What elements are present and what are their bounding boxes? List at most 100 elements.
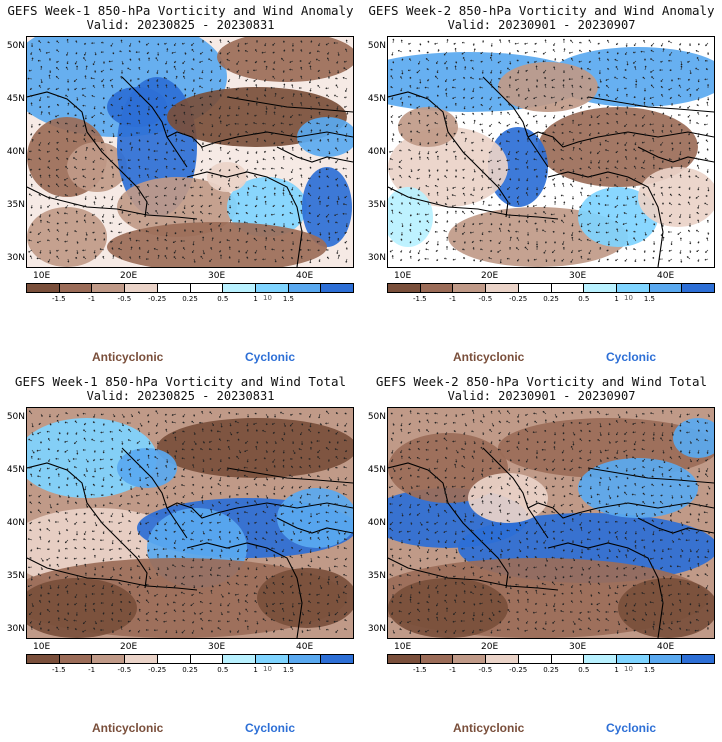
vorticity-region <box>468 473 548 523</box>
colorbar-tick-label: -0.5 <box>478 666 493 674</box>
vorticity-region <box>107 87 167 127</box>
lon-label: 30E <box>208 642 226 652</box>
colorbar-tick-label: -0.5 <box>117 295 132 303</box>
lon-label: 20E <box>120 271 138 281</box>
coastline <box>226 467 353 484</box>
vorticity-region <box>117 448 177 488</box>
map-panel-3: GEFS Week-1 850-hPa Vorticity and Wind T… <box>0 371 361 742</box>
map-panel-4: GEFS Week-2 850-hPa Vorticity and Wind T… <box>361 371 722 742</box>
panel-title: GEFS Week-1 850-hPa Vorticity and Wind T… <box>14 374 347 389</box>
lon-label: 30E <box>208 271 226 281</box>
colorbar-swatch <box>682 655 715 663</box>
colorbar-swatch <box>321 284 354 292</box>
vorticity-region <box>498 62 598 112</box>
colorbar <box>387 283 715 293</box>
coastline <box>276 146 353 163</box>
colorbar-tick-label: -0.25 <box>509 295 528 303</box>
colorbar-tick-label: 0.25 <box>543 666 559 674</box>
cyclonic-legend: Cyclonic <box>245 721 296 735</box>
lon-label: 40E <box>296 642 314 652</box>
colorbar <box>26 283 354 293</box>
coastline <box>587 96 714 113</box>
colorbar-unit: 10 <box>624 665 633 673</box>
colorbar-swatch <box>288 655 322 663</box>
colorbar-tick-label: 0.25 <box>182 666 198 674</box>
colorbar-swatch <box>59 655 93 663</box>
panel-valid-dates: Valid: 20230825 - 20230831 <box>86 389 275 403</box>
colorbar-tick-label: -0.25 <box>148 666 167 674</box>
colorbar-tick-label: -0.25 <box>509 666 528 674</box>
vorticity-region <box>107 222 327 267</box>
vorticity-region <box>297 117 353 157</box>
lat-label: 40N <box>6 518 25 528</box>
vorticity-region <box>277 488 353 548</box>
colorbar-tick-label: 1 <box>253 666 258 674</box>
lon-label: 10E <box>33 642 51 652</box>
vorticity-region <box>117 177 237 237</box>
lat-label: 40N <box>6 147 25 157</box>
colorbar-tick-label: 0.5 <box>217 295 229 303</box>
colorbar-swatch <box>551 655 585 663</box>
colorbar-swatch <box>190 655 224 663</box>
map-panel-2: GEFS Week-2 850-hPa Vorticity and Wind A… <box>361 0 722 371</box>
colorbar-swatch <box>92 284 126 292</box>
wind-vectors <box>388 409 711 635</box>
vorticity-region <box>67 142 127 192</box>
colorbar-tick-label: 0.5 <box>217 666 229 674</box>
lat-label: 35N <box>367 571 386 581</box>
wind-vectors <box>27 410 348 634</box>
vorticity-map <box>387 407 715 639</box>
colorbar-tick-label: -0.25 <box>148 295 167 303</box>
colorbar-swatch <box>453 655 487 663</box>
colorbar-tick-label: -1 <box>449 295 457 303</box>
coastline <box>547 171 664 267</box>
coastline <box>121 447 188 539</box>
colorbar-unit: 10 <box>263 665 272 673</box>
vorticity-region <box>157 418 353 478</box>
lon-label: 40E <box>657 642 675 652</box>
panel-valid-dates: Valid: 20230901 - 20230907 <box>447 389 636 403</box>
coastline <box>482 76 549 168</box>
lat-label: 45N <box>6 465 25 475</box>
colorbar-swatch <box>321 655 354 663</box>
lon-label: 20E <box>481 642 499 652</box>
lat-label: 50N <box>367 412 386 422</box>
lat-label: 45N <box>6 94 25 104</box>
coastline <box>166 131 353 148</box>
coastline <box>27 91 148 218</box>
lon-label: 30E <box>569 642 587 652</box>
coastline <box>121 76 188 168</box>
coastline <box>276 517 353 534</box>
colorbar-swatch <box>388 655 421 663</box>
colorbar-swatch <box>616 655 650 663</box>
wind-vectors <box>388 38 710 264</box>
colorbar-tick-label: 0.5 <box>578 666 590 674</box>
lat-label: 35N <box>6 571 25 581</box>
colorbar-swatch <box>388 284 421 292</box>
colorbar-tick-label: 1 <box>253 295 258 303</box>
lat-label: 50N <box>6 412 25 422</box>
colorbar-swatch <box>584 655 617 663</box>
colorbar-tick-label: 1 <box>614 666 619 674</box>
colorbar-tick-label: -1.5 <box>51 666 66 674</box>
coastline <box>186 542 303 638</box>
colorbar-swatch <box>125 655 158 663</box>
coastline <box>226 96 353 113</box>
vorticity-region <box>227 177 307 237</box>
vorticity-region <box>388 187 433 247</box>
colorbar-swatch <box>518 284 552 292</box>
coastline <box>27 557 198 591</box>
lat-label: 45N <box>367 94 386 104</box>
colorbar-tick-label: -1 <box>88 295 96 303</box>
colorbar <box>387 654 715 664</box>
cyclonic-legend: Cyclonic <box>606 350 657 364</box>
colorbar-tick-label: 0.25 <box>182 295 198 303</box>
colorbar-swatch <box>92 655 126 663</box>
coastline <box>186 171 303 267</box>
coastline <box>27 462 148 589</box>
anticyclonic-legend: Anticyclonic <box>92 721 164 735</box>
colorbar-tick-label: -1.5 <box>412 666 427 674</box>
lat-label: 35N <box>367 200 386 210</box>
lat-label: 30N <box>6 253 25 263</box>
colorbar-swatch <box>223 655 256 663</box>
